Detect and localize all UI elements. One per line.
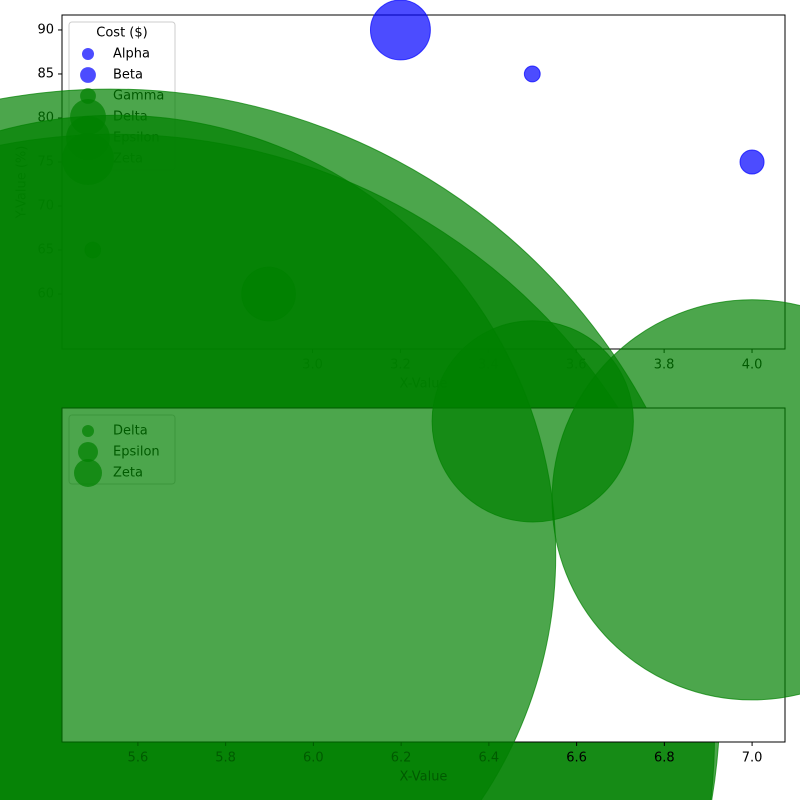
legend-marker bbox=[82, 48, 94, 60]
y-tick-label: 90 bbox=[37, 22, 54, 37]
y-tick-label: 85 bbox=[37, 66, 54, 81]
bubble bbox=[0, 114, 557, 804]
x-tick-label: 6.8 bbox=[654, 751, 675, 766]
legend-marker bbox=[80, 67, 96, 83]
legend-label: Beta bbox=[113, 68, 143, 83]
x-tick-label: 7.0 bbox=[742, 751, 763, 766]
bubble bbox=[369, 0, 431, 61]
legend-label: Alpha bbox=[113, 47, 150, 62]
x-tick-label: 6.6 bbox=[566, 751, 587, 766]
legend-title: Cost ($) bbox=[96, 26, 147, 41]
bubble bbox=[739, 149, 765, 175]
bubble bbox=[523, 65, 541, 83]
